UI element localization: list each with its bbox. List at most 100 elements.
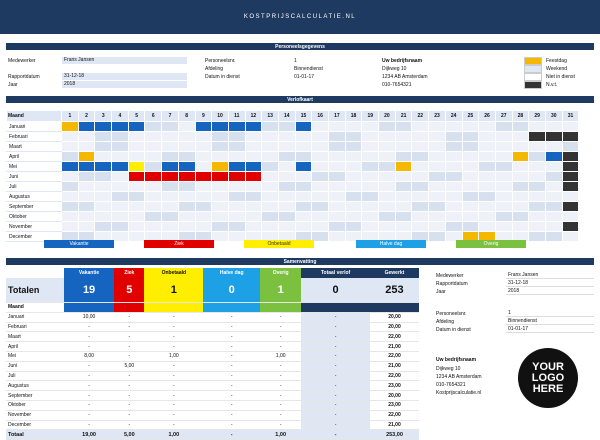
calendar-day-cell[interactable] xyxy=(177,151,196,162)
calendar-day-cell[interactable] xyxy=(561,131,580,142)
calendar-day-cell[interactable] xyxy=(261,181,279,192)
calendar-day-cell[interactable] xyxy=(444,141,463,152)
calendar-day-cell[interactable] xyxy=(161,131,179,142)
calendar-day-cell[interactable] xyxy=(261,161,279,172)
calendar-day-cell[interactable] xyxy=(127,121,146,132)
calendar-day-cell[interactable] xyxy=(428,211,446,222)
calendar-day-cell[interactable] xyxy=(127,151,146,162)
calendar-day-cell[interactable] xyxy=(344,151,363,162)
calendar-day-cell[interactable] xyxy=(511,201,530,212)
calendar-day-cell[interactable] xyxy=(144,181,163,192)
calendar-day-cell[interactable] xyxy=(561,121,580,132)
calendar-day-cell[interactable] xyxy=(528,151,546,162)
calendar-day-cell[interactable] xyxy=(361,181,380,192)
calendar-day-cell[interactable] xyxy=(111,121,129,132)
calendar-day-cell[interactable] xyxy=(277,221,296,232)
calendar-day-cell[interactable] xyxy=(244,191,263,202)
calendar-day-cell[interactable] xyxy=(94,211,113,222)
calendar-day-cell[interactable] xyxy=(528,171,546,182)
calendar-day-cell[interactable] xyxy=(544,131,563,142)
calendar-day-cell[interactable] xyxy=(194,161,213,172)
calendar-day-cell[interactable] xyxy=(111,201,129,212)
calendar-day-cell[interactable] xyxy=(561,221,580,232)
calendar-day-cell[interactable] xyxy=(378,211,396,222)
calendar-day-cell[interactable] xyxy=(211,221,229,232)
calendar-day-cell[interactable] xyxy=(94,121,113,132)
calendar-day-cell[interactable] xyxy=(111,171,129,182)
calendar-day-cell[interactable] xyxy=(177,181,196,192)
calendar-day-cell[interactable] xyxy=(394,191,413,202)
calendar-day-cell[interactable] xyxy=(328,191,346,202)
calendar-day-cell[interactable] xyxy=(461,131,480,142)
calendar-day-cell[interactable] xyxy=(77,151,96,162)
calendar-day-cell[interactable] xyxy=(311,151,329,162)
calendar-day-cell[interactable] xyxy=(61,181,79,192)
calendar-day-cell[interactable] xyxy=(478,221,496,232)
calendar-day-cell[interactable] xyxy=(378,191,396,202)
calendar-day-cell[interactable] xyxy=(511,121,530,132)
calendar-day-cell[interactable] xyxy=(328,201,346,212)
calendar-day-cell[interactable] xyxy=(144,201,163,212)
calendar-day-cell[interactable] xyxy=(411,141,430,152)
calendar-day-cell[interactable] xyxy=(261,121,279,132)
calendar-day-cell[interactable] xyxy=(227,141,246,152)
calendar-day-cell[interactable] xyxy=(494,151,513,162)
year-field[interactable]: 2018 xyxy=(62,81,187,88)
calendar-day-cell[interactable] xyxy=(294,161,313,172)
calendar-day-cell[interactable] xyxy=(177,131,196,142)
calendar-day-cell[interactable] xyxy=(177,191,196,202)
calendar-day-cell[interactable] xyxy=(461,181,480,192)
calendar-day-cell[interactable] xyxy=(194,201,213,212)
calendar-day-cell[interactable] xyxy=(478,151,496,162)
calendar-day-cell[interactable] xyxy=(61,151,79,162)
calendar-day-cell[interactable] xyxy=(478,171,496,182)
calendar-day-cell[interactable] xyxy=(277,171,296,182)
calendar-day-cell[interactable] xyxy=(544,141,563,152)
calendar-day-cell[interactable] xyxy=(494,201,513,212)
calendar-day-cell[interactable] xyxy=(444,171,463,182)
calendar-day-cell[interactable] xyxy=(144,151,163,162)
calendar-day-cell[interactable] xyxy=(227,121,246,132)
calendar-day-cell[interactable] xyxy=(77,221,96,232)
calendar-day-cell[interactable] xyxy=(161,141,179,152)
calendar-day-cell[interactable] xyxy=(311,181,329,192)
calendar-day-cell[interactable] xyxy=(127,191,146,202)
calendar-day-cell[interactable] xyxy=(61,201,79,212)
calendar-day-cell[interactable] xyxy=(328,161,346,172)
calendar-day-cell[interactable] xyxy=(194,221,213,232)
calendar-day-cell[interactable] xyxy=(344,211,363,222)
calendar-day-cell[interactable] xyxy=(478,181,496,192)
calendar-day-cell[interactable] xyxy=(494,161,513,172)
calendar-day-cell[interactable] xyxy=(494,121,513,132)
calendar-day-cell[interactable] xyxy=(444,131,463,142)
calendar-day-cell[interactable] xyxy=(378,161,396,172)
calendar-day-cell[interactable] xyxy=(261,211,279,222)
calendar-day-cell[interactable] xyxy=(544,161,563,172)
calendar-day-cell[interactable] xyxy=(144,121,163,132)
calendar-day-cell[interactable] xyxy=(411,151,430,162)
calendar-day-cell[interactable] xyxy=(511,181,530,192)
calendar-day-cell[interactable] xyxy=(411,201,430,212)
calendar-day-cell[interactable] xyxy=(461,141,480,152)
calendar-day-cell[interactable] xyxy=(361,201,380,212)
calendar-day-cell[interactable] xyxy=(111,231,129,242)
calendar-day-cell[interactable] xyxy=(211,171,229,182)
calendar-day-cell[interactable] xyxy=(144,131,163,142)
calendar-day-cell[interactable] xyxy=(127,131,146,142)
calendar-day-cell[interactable] xyxy=(544,201,563,212)
calendar-day-cell[interactable] xyxy=(411,221,430,232)
calendar-day-cell[interactable] xyxy=(494,171,513,182)
calendar-day-cell[interactable] xyxy=(194,191,213,202)
calendar-day-cell[interactable] xyxy=(394,131,413,142)
calendar-day-cell[interactable] xyxy=(77,171,96,182)
calendar-day-cell[interactable] xyxy=(394,121,413,132)
calendar-day-cell[interactable] xyxy=(444,121,463,132)
calendar-day-cell[interactable] xyxy=(77,161,96,172)
calendar-day-cell[interactable] xyxy=(111,141,129,152)
calendar-day-cell[interactable] xyxy=(244,151,263,162)
calendar-day-cell[interactable] xyxy=(311,191,329,202)
calendar-day-cell[interactable] xyxy=(528,141,546,152)
calendar-day-cell[interactable] xyxy=(444,181,463,192)
calendar-day-cell[interactable] xyxy=(444,211,463,222)
calendar-day-cell[interactable] xyxy=(444,201,463,212)
